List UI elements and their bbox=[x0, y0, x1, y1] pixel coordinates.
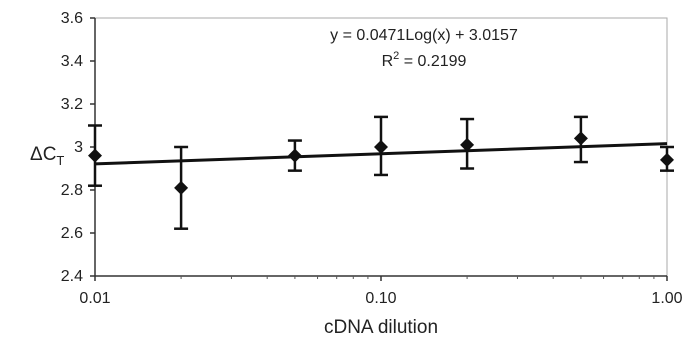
y-tick-label: 2.8 bbox=[61, 182, 83, 199]
y-tick-label: 2.4 bbox=[61, 268, 83, 285]
data-point-diamond bbox=[460, 137, 475, 152]
y-tick-label: 3.4 bbox=[61, 53, 83, 70]
error-bars bbox=[88, 115, 674, 230]
y-axis-ticks: 2.4 2.6 2.8 3 3.2 3.4 3.6 bbox=[61, 10, 95, 285]
r-squared-superscript: 2 bbox=[393, 50, 399, 62]
trendline-equation: y = 0.0471Log(x) + 3.0157 bbox=[330, 27, 518, 44]
y-tick-label: 3 bbox=[74, 139, 83, 156]
data-point-diamond bbox=[174, 180, 189, 195]
y-axis-title: ΔCT bbox=[30, 144, 64, 168]
trendline-r-squared: R2 = 0.2199 bbox=[382, 50, 467, 70]
y-axis-title-subscript: T bbox=[56, 153, 64, 168]
x-axis-ticks: 0.01 0.10 1.00 bbox=[79, 276, 683, 307]
r-squared-rest: = 0.2199 bbox=[399, 53, 466, 70]
data-point-diamond bbox=[88, 148, 102, 163]
x-tick-label: 0.01 bbox=[79, 290, 110, 307]
data-point-diamond bbox=[660, 152, 674, 167]
data-markers bbox=[88, 131, 674, 195]
data-point-diamond bbox=[374, 140, 388, 154]
data-point-diamond bbox=[573, 131, 588, 146]
y-tick-label: 3.2 bbox=[61, 96, 83, 113]
y-tick-label: 2.6 bbox=[61, 225, 83, 242]
x-axis-title: cDNA dilution bbox=[324, 317, 438, 338]
x-tick-label: 0.10 bbox=[365, 290, 396, 307]
data-point-diamond bbox=[287, 148, 302, 163]
x-tick-label: 1.00 bbox=[651, 290, 682, 307]
y-tick-label: 3.6 bbox=[61, 10, 83, 27]
r-squared-main: R bbox=[382, 53, 394, 70]
y-axis-title-main: ΔC bbox=[30, 144, 56, 165]
